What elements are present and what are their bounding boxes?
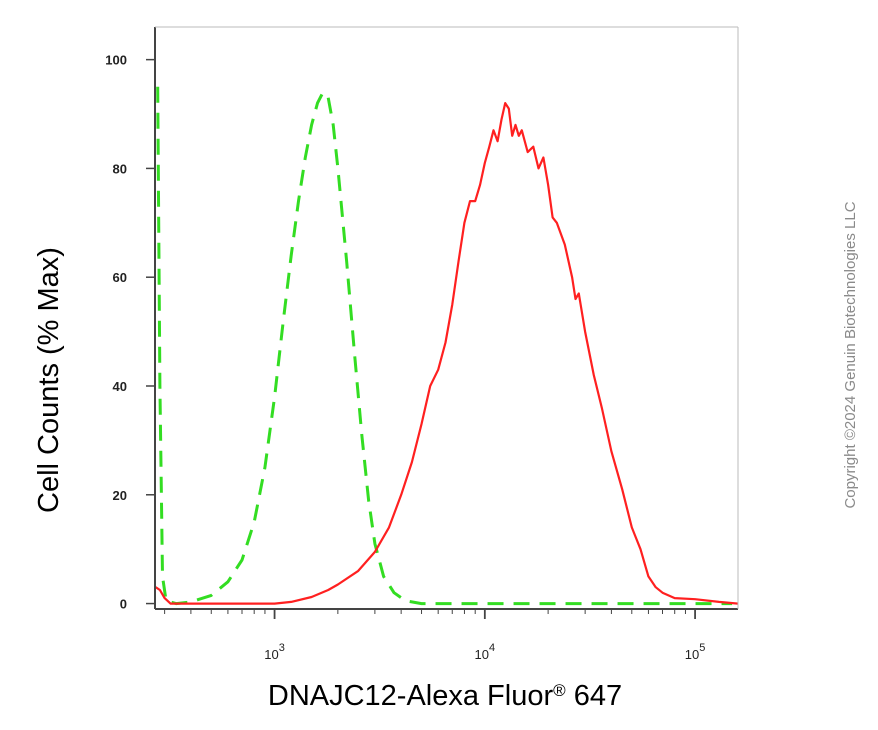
y-tick-label-60: 60 (113, 270, 127, 285)
copyright-watermark: Copyright ©2024 Genuin Biotechnologies L… (842, 201, 859, 508)
y-tick-label-80: 80 (113, 161, 127, 176)
x-axis-title-main: DNAJC12-Alexa Fluor (268, 680, 554, 712)
x-tick-label-base: 10 (685, 647, 699, 662)
x-tick-label-exponent: 3 (279, 642, 285, 654)
x-tick-label-base: 10 (475, 647, 489, 662)
y-tick-label-40: 40 (113, 379, 127, 394)
y-tick-label-100: 100 (105, 53, 127, 68)
x-tick-label-exponent: 4 (489, 642, 495, 654)
y-axis-title: Cell Counts (% Max) (33, 247, 65, 513)
x-axis-title-superscript: ® (553, 681, 566, 700)
y-tick-label-0: 0 (120, 597, 127, 612)
series-layer (155, 86, 739, 606)
sample-histogram-line (155, 101, 739, 605)
x-tick-label-1000: 103 (264, 642, 285, 662)
x-tick-label-base: 10 (264, 647, 278, 662)
x-axis-title-suffix: 647 (566, 680, 622, 712)
x-tick-label-exponent: 5 (699, 642, 705, 654)
x-axis-title: DNAJC12-Alexa Fluor® 647 (268, 680, 622, 712)
isotype-control-line (156, 86, 733, 606)
y-tick-label-20: 20 (113, 488, 127, 503)
x-tick-label-10000: 104 (475, 642, 496, 662)
x-tick-label-100000: 105 (685, 642, 706, 662)
